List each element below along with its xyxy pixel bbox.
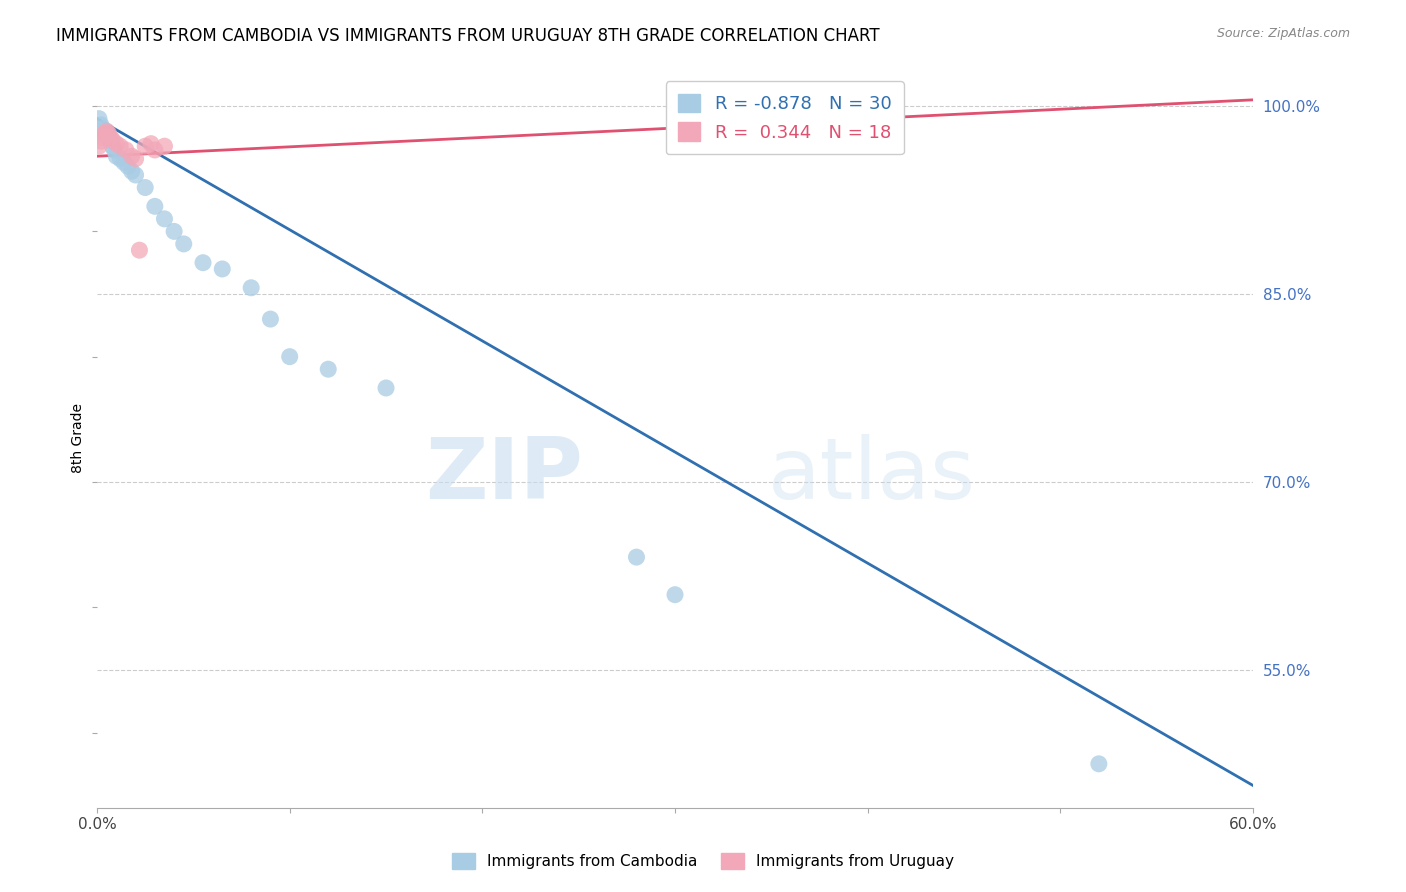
Point xyxy=(108,152,131,166)
Point xyxy=(626,550,648,565)
Point xyxy=(100,130,122,145)
Point xyxy=(100,134,122,148)
Point xyxy=(90,118,112,132)
Point xyxy=(121,164,143,178)
Point xyxy=(112,155,135,169)
Point xyxy=(163,224,186,238)
Point xyxy=(101,133,124,147)
Point xyxy=(664,588,686,602)
Text: Source: ZipAtlas.com: Source: ZipAtlas.com xyxy=(1216,27,1350,40)
Point xyxy=(97,127,120,141)
Point xyxy=(103,143,125,157)
Point xyxy=(240,281,263,295)
Point xyxy=(108,139,131,153)
Point xyxy=(87,139,110,153)
Point xyxy=(316,362,339,376)
Y-axis label: 8th Grade: 8th Grade xyxy=(72,403,86,473)
Point xyxy=(134,180,156,194)
Point xyxy=(124,168,146,182)
Legend: Immigrants from Cambodia, Immigrants from Uruguay: Immigrants from Cambodia, Immigrants fro… xyxy=(446,847,960,875)
Point xyxy=(94,124,117,138)
Text: atlas: atlas xyxy=(768,434,976,516)
Point xyxy=(191,256,214,270)
Point xyxy=(134,139,156,153)
Point xyxy=(91,121,114,136)
Point xyxy=(124,152,146,166)
Text: ZIP: ZIP xyxy=(425,434,582,516)
Point xyxy=(96,124,118,138)
Point xyxy=(153,139,176,153)
Point xyxy=(105,136,128,151)
Point xyxy=(90,134,112,148)
Point xyxy=(121,149,143,163)
Legend: R = -0.878   N = 30, R =  0.344   N = 18: R = -0.878 N = 30, R = 0.344 N = 18 xyxy=(666,81,904,154)
Point xyxy=(1088,756,1111,771)
Text: IMMIGRANTS FROM CAMBODIA VS IMMIGRANTS FROM URUGUAY 8TH GRADE CORRELATION CHART: IMMIGRANTS FROM CAMBODIA VS IMMIGRANTS F… xyxy=(56,27,880,45)
Point xyxy=(278,350,301,364)
Point xyxy=(117,159,139,173)
Point xyxy=(105,149,128,163)
Point xyxy=(259,312,281,326)
Point xyxy=(128,243,150,257)
Point xyxy=(173,236,195,251)
Point xyxy=(101,139,124,153)
Point xyxy=(115,143,138,157)
Point xyxy=(97,130,120,145)
Point xyxy=(96,127,118,141)
Point xyxy=(139,136,162,151)
Point xyxy=(87,112,110,126)
Point xyxy=(153,211,176,226)
Point xyxy=(375,381,398,395)
Point xyxy=(211,262,233,277)
Point xyxy=(94,127,117,141)
Point xyxy=(143,143,166,157)
Point xyxy=(143,199,166,213)
Point xyxy=(91,130,114,145)
